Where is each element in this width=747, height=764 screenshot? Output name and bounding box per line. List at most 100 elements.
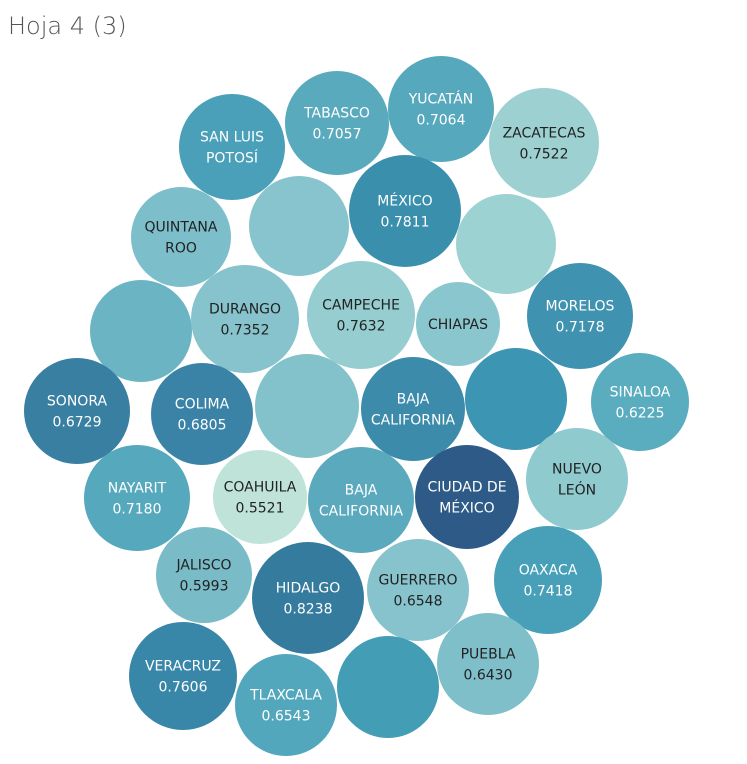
bubble-circle[interactable] — [235, 654, 337, 756]
bubble[interactable]: PUEBLA 0.6430 — [437, 613, 539, 715]
bubble[interactable] — [249, 176, 349, 276]
bubble[interactable]: CAMPECHE 0.7632 — [307, 261, 415, 369]
bubble-label: MÉXICO — [377, 193, 432, 210]
bubble-circle[interactable] — [494, 526, 602, 634]
bubble-label: ZACATECAS — [503, 126, 586, 142]
bubble-circle[interactable] — [249, 176, 349, 276]
bubble-value: 0.6805 — [178, 418, 227, 434]
bubble-value: 0.6225 — [616, 406, 665, 422]
bubble[interactable]: GUERRERO 0.6548 — [367, 539, 469, 641]
bubble[interactable]: COLIMA 0.6805 — [151, 363, 253, 465]
bubble-label: LEÓN — [558, 481, 596, 499]
bubble-label: POTOSÍ — [206, 150, 258, 167]
bubble-label: YUCATÁN — [408, 91, 474, 108]
bubble-value: 0.7522 — [520, 147, 569, 163]
bubble-label: DURANGO — [209, 302, 281, 318]
bubble-label: COAHUILA — [224, 480, 297, 496]
bubble-circle[interactable] — [456, 194, 556, 294]
bubble[interactable]: DURANGO 0.7352 — [191, 265, 299, 373]
bubble-value: 0.5993 — [180, 579, 229, 595]
bubble-circle[interactable] — [308, 447, 414, 553]
bubble-circle[interactable] — [156, 527, 252, 623]
bubble-circle[interactable] — [465, 348, 567, 450]
bubble-circle[interactable] — [337, 636, 439, 738]
bubble-circle[interactable] — [90, 280, 192, 382]
bubble[interactable] — [90, 280, 192, 382]
bubble-circle[interactable] — [415, 445, 519, 549]
bubble[interactable]: CIUDAD DE MÉXICO — [415, 445, 519, 549]
bubble[interactable]: CHIAPAS — [416, 282, 500, 366]
bubble-circle[interactable] — [388, 56, 494, 162]
bubble[interactable] — [255, 354, 359, 458]
bubble-label: SONORA — [47, 394, 108, 410]
bubble[interactable]: MÉXICO 0.7811 — [349, 155, 461, 267]
bubble[interactable] — [337, 636, 439, 738]
bubble[interactable]: VERACRUZ 0.7606 — [129, 622, 237, 730]
bubble-label: CIUDAD DE — [427, 480, 506, 496]
bubble-label: JALISCO — [175, 558, 231, 574]
bubble[interactable]: JALISCO 0.5993 — [156, 527, 252, 623]
bubble-value: 0.7352 — [221, 323, 270, 339]
bubble-circle[interactable] — [591, 353, 689, 451]
bubble-label: SINALOA — [610, 385, 671, 401]
bubble-circle[interactable] — [285, 71, 389, 175]
bubble-label: NUEVO — [552, 462, 602, 478]
bubble[interactable]: YUCATÁN 0.7064 — [388, 56, 494, 162]
bubble[interactable]: HIDALGO 0.8238 — [252, 542, 364, 654]
bubble-value: 0.8238 — [284, 602, 333, 618]
bubble-circle[interactable] — [24, 358, 130, 464]
bubble-value: 0.7064 — [417, 113, 466, 129]
bubble-circle[interactable] — [252, 542, 364, 654]
bubble[interactable]: QUINTANA ROO — [131, 187, 231, 287]
bubble-label: HIDALGO — [276, 581, 340, 597]
bubble-label: OAXACA — [519, 563, 578, 579]
bubble[interactable]: ZACATECAS 0.7522 — [489, 88, 599, 198]
bubble-value: 0.5521 — [236, 501, 285, 517]
bubble-circle[interactable] — [129, 622, 237, 730]
bubble[interactable]: BAJA CALIFORNIA — [361, 357, 465, 461]
bubble[interactable]: SONORA 0.6729 — [24, 358, 130, 464]
bubble[interactable]: TLAXCALA 0.6543 — [235, 654, 337, 756]
bubble-value: 0.6729 — [53, 415, 102, 431]
bubble-circle[interactable] — [255, 354, 359, 458]
bubble[interactable] — [456, 194, 556, 294]
bubble[interactable]: MORELOS 0.7178 — [527, 263, 633, 369]
bubble[interactable]: BAJA CALIFORNIA — [308, 447, 414, 553]
bubble[interactable]: NAYARIT 0.7180 — [84, 445, 190, 551]
bubble-label: CALIFORNIA — [319, 504, 404, 520]
bubble[interactable]: NUEVO LEÓN — [526, 428, 628, 530]
bubble-label: CAMPECHE — [322, 298, 400, 314]
bubble-circle[interactable] — [131, 187, 231, 287]
bubble-circle[interactable] — [213, 450, 307, 544]
bubble[interactable]: SAN LUIS POTOSÍ — [179, 94, 285, 200]
bubble[interactable]: COAHUILA 0.5521 — [213, 450, 307, 544]
bubble-circle[interactable] — [437, 613, 539, 715]
bubble-circle[interactable] — [526, 428, 628, 530]
bubble-label: BAJA — [345, 483, 378, 499]
bubble-circle[interactable] — [361, 357, 465, 461]
bubble-label: VERACRUZ — [145, 659, 221, 675]
bubble-label: BAJA — [397, 392, 430, 408]
bubble[interactable]: OAXACA 0.7418 — [494, 526, 602, 634]
bubble-circle[interactable] — [416, 282, 500, 366]
bubble-label: QUINTANA — [145, 220, 218, 236]
bubble[interactable]: TABASCO 0.7057 — [285, 71, 389, 175]
bubble-circle[interactable] — [307, 261, 415, 369]
bubble-circle[interactable] — [151, 363, 253, 465]
bubble-circle[interactable] — [179, 94, 285, 200]
bubble-value: 0.6430 — [464, 668, 513, 684]
bubble-circle[interactable] — [489, 88, 599, 198]
bubble-value: 0.7057 — [313, 127, 362, 143]
bubble-circle[interactable] — [349, 155, 461, 267]
bubble-label: NAYARIT — [108, 481, 167, 497]
bubble-circle[interactable] — [84, 445, 190, 551]
bubble-circle[interactable] — [367, 539, 469, 641]
bubble-value: 0.7178 — [556, 320, 605, 336]
bubble[interactable] — [465, 348, 567, 450]
bubble-label: TABASCO — [303, 106, 370, 122]
bubble-circle[interactable] — [527, 263, 633, 369]
bubble-value: 0.7632 — [337, 319, 386, 335]
bubble[interactable]: SINALOA 0.6225 — [591, 353, 689, 451]
bubble-circle[interactable] — [191, 265, 299, 373]
